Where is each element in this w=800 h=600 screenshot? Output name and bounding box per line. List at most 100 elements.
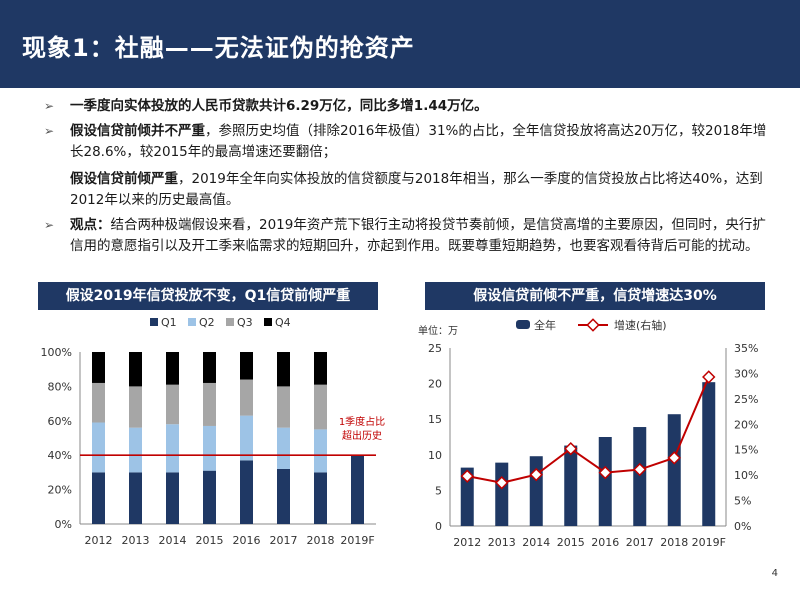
y-tick-label: 20 bbox=[428, 378, 442, 391]
bar-segment-q1 bbox=[351, 455, 364, 524]
bar-segment-q4 bbox=[314, 352, 327, 385]
bullet-arrow-icon: ➢ bbox=[44, 99, 55, 113]
y-tick-label: 0% bbox=[55, 518, 72, 531]
bullet-2b-text: ，2019年全年向实体投放的信贷额度与2018年相当，那么一季度的信贷投放占比将… bbox=[70, 171, 763, 208]
x-tick-label: 2016 bbox=[233, 534, 261, 547]
bullet-item-1: ➢ 一季度向实体投放的人民币贷款共计6.29万亿，同比多增1.44万亿。 bbox=[36, 96, 776, 117]
x-tick-label: 2013 bbox=[488, 536, 516, 549]
y-tick-label: 25 bbox=[428, 342, 442, 355]
bar bbox=[564, 445, 578, 526]
y-tick-label: 5 bbox=[435, 484, 442, 497]
bar-segment-q4 bbox=[240, 352, 253, 380]
growth-line bbox=[467, 376, 710, 484]
legend-swatch bbox=[226, 318, 234, 326]
growth-point bbox=[529, 467, 543, 482]
bar-segment-q1 bbox=[314, 472, 327, 524]
legend-label-line: 增速(右轴) bbox=[614, 318, 667, 332]
left-chart-title: 假设2019年信贷投放不变，Q1信贷前倾严重 bbox=[38, 282, 378, 310]
legend-label: Q1 bbox=[161, 316, 177, 329]
bar-segment-q3 bbox=[166, 384, 179, 425]
y-tick-label: 0 bbox=[435, 520, 442, 533]
y-tick-label: 10 bbox=[428, 449, 442, 462]
bar-segment-q3 bbox=[277, 386, 290, 428]
bar-segment-q2 bbox=[240, 415, 253, 461]
bar-segment-q1 bbox=[92, 472, 105, 524]
growth-point bbox=[633, 462, 647, 477]
bullet-arrow-icon: ➢ bbox=[44, 218, 55, 232]
growth-point bbox=[564, 441, 578, 456]
x-tick-label: 2018 bbox=[660, 536, 688, 549]
annotation-line-2: 超出历史 bbox=[342, 429, 382, 442]
x-tick-label: 2017 bbox=[270, 534, 298, 547]
x-tick-label: 2019F bbox=[692, 536, 726, 549]
bullet-2b-lead: 假设信贷前倾严重 bbox=[70, 171, 178, 187]
legend-label: Q2 bbox=[199, 316, 215, 329]
page-number: 4 bbox=[771, 568, 778, 579]
x-tick-label: 2014 bbox=[522, 536, 550, 549]
growth-point bbox=[460, 469, 474, 483]
legend-marker-line bbox=[586, 318, 600, 332]
bar bbox=[667, 414, 681, 526]
legend-swatch bbox=[150, 318, 158, 326]
y-tick-label: 20% bbox=[48, 484, 72, 497]
bar-segment-q3 bbox=[240, 379, 253, 416]
growth-point bbox=[667, 451, 681, 465]
y-axis-unit-label: 单位：万 bbox=[418, 324, 458, 337]
x-tick-label: 2013 bbox=[122, 534, 150, 547]
growth-point bbox=[598, 465, 612, 480]
bullet-item-3: ➢ 观点：结合两种极端假设来看，2019年资产荒下银行主动将投贷节奏前倾，是信贷… bbox=[36, 215, 776, 257]
bar-segment-q2 bbox=[277, 427, 290, 469]
bullet-list: ➢ 一季度向实体投放的人民币贷款共计6.29万亿，同比多增1.44万亿。 ➢ 假… bbox=[36, 96, 776, 257]
y2-tick-label: 35% bbox=[734, 342, 758, 355]
bullet-1-text: 一季度向实体投放的人民币贷款共计6.29万亿，同比多增1.44万亿。 bbox=[70, 98, 488, 114]
x-tick-label: 2019F bbox=[340, 534, 374, 547]
bar-segment-q2 bbox=[129, 427, 142, 473]
bar-segment-q2 bbox=[314, 429, 327, 473]
y-tick-label: 15 bbox=[428, 413, 442, 426]
legend-label: Q3 bbox=[237, 316, 253, 329]
bar-segment-q3 bbox=[92, 382, 105, 423]
x-tick-label: 2012 bbox=[453, 536, 481, 549]
slide-header: 现象1：社融——无法证伪的抢资产 bbox=[0, 0, 800, 88]
y2-tick-label: 15% bbox=[734, 444, 758, 457]
y-tick-label: 60% bbox=[48, 415, 72, 428]
y-tick-label: 40% bbox=[48, 449, 72, 462]
bullet-2-text: ，参照历史均值（排除2016年极值）31%的占比，全年信贷投放将高达20万亿，较… bbox=[70, 123, 767, 160]
bar bbox=[598, 437, 612, 526]
growth-point bbox=[702, 370, 716, 384]
y2-tick-label: 20% bbox=[734, 418, 758, 431]
bar-segment-q4 bbox=[277, 352, 290, 387]
right-chart-title: 假设信贷前倾不严重，信贷增速达30% bbox=[425, 282, 765, 310]
bar-segment-q3 bbox=[129, 386, 142, 428]
x-tick-label: 2012 bbox=[85, 534, 113, 547]
bar bbox=[495, 462, 509, 526]
bullet-3-text: 结合两种极端假设来看，2019年资产荒下银行主动将投贷节奏前倾，是信贷高增的主要… bbox=[70, 217, 766, 254]
stacked-share-chart: 0% 20% 40% 60% 80% 100% Q1 Q2 Q3 Q4 2012 2013 2014 20… bbox=[41, 316, 386, 547]
x-tick-label: 2016 bbox=[591, 536, 619, 549]
bar-segment-q4 bbox=[129, 352, 142, 387]
y-tick-label: 100% bbox=[41, 346, 72, 359]
y2-tick-label: 0% bbox=[734, 520, 751, 533]
legend-swatch bbox=[264, 318, 272, 326]
y-tick-label: 80% bbox=[48, 380, 72, 393]
legend-label-bar: 全年 bbox=[534, 318, 556, 332]
bullet-arrow-icon: ➢ bbox=[44, 124, 55, 138]
x-tick-label: 2015 bbox=[196, 534, 224, 547]
x-tick-label: 2015 bbox=[557, 536, 585, 549]
bar-segment-q1 bbox=[277, 468, 290, 524]
bar bbox=[702, 382, 716, 526]
annual-loans-chart: 单位：万 0 5 10 15 20 25 0% 5% 10% 15% 20% 25% 30% 35% 全年 增速… bbox=[418, 318, 758, 549]
annotation-line-1: 1季度占比 bbox=[339, 415, 385, 428]
y2-tick-label: 25% bbox=[734, 393, 758, 406]
x-tick-label: 2017 bbox=[626, 536, 654, 549]
growth-point bbox=[495, 476, 509, 490]
y2-tick-label: 5% bbox=[734, 495, 751, 508]
bar bbox=[460, 467, 474, 526]
legend-label: Q4 bbox=[275, 316, 291, 329]
bar-segment-q4 bbox=[203, 352, 216, 383]
bar-segment-q1 bbox=[240, 460, 253, 524]
y2-tick-label: 30% bbox=[734, 367, 758, 380]
bar bbox=[633, 427, 647, 526]
bar bbox=[529, 456, 543, 526]
bar-segment-q2 bbox=[166, 424, 179, 473]
